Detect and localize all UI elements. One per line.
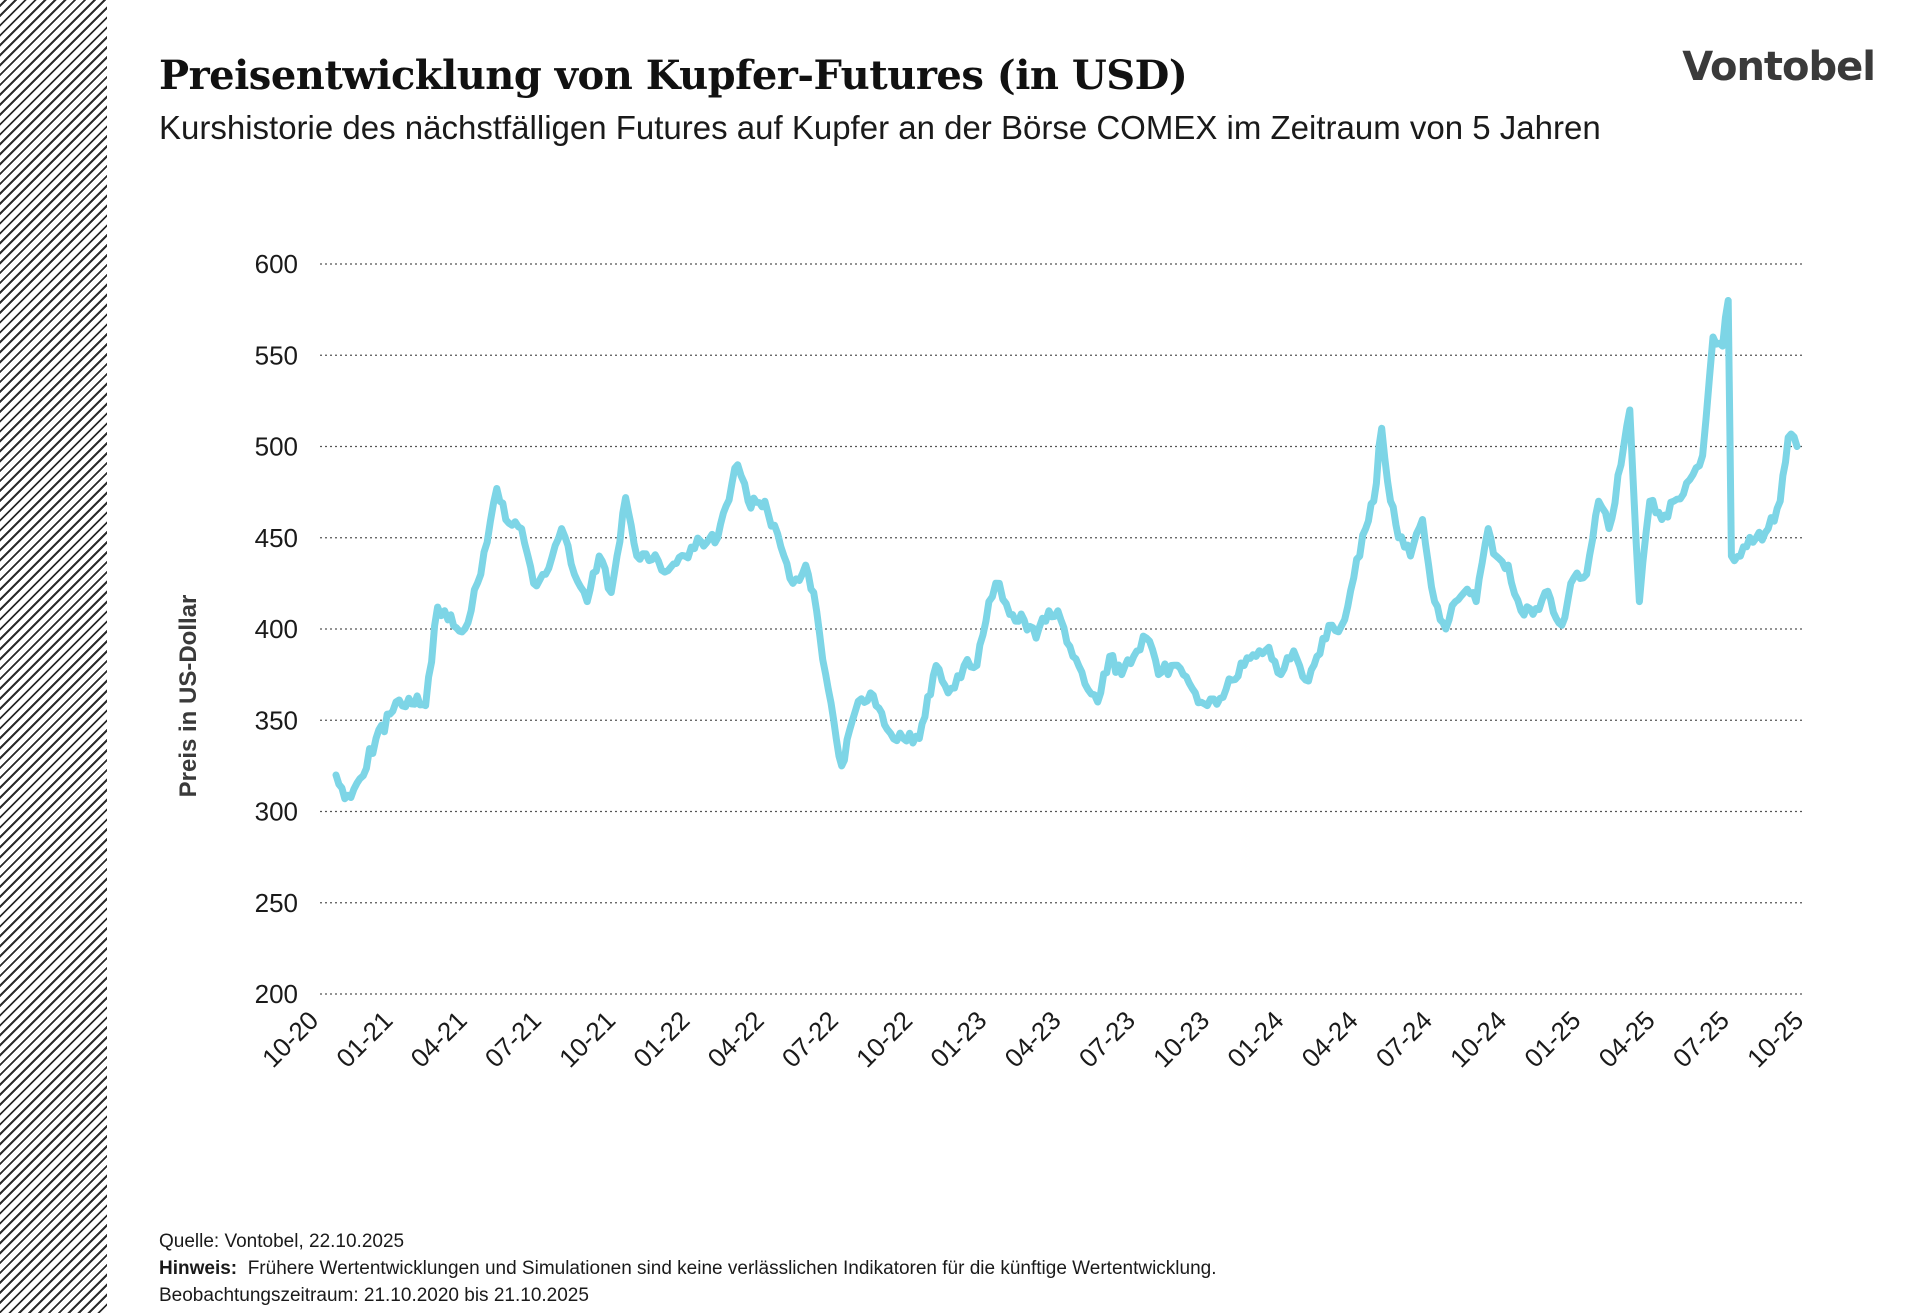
disclaimer-text: Frühere Wertentwicklungen und Simulation… <box>247 1258 1217 1279</box>
y-tick-label: 400 <box>255 614 298 644</box>
x-tick-label: 07-23 <box>1073 1005 1141 1073</box>
x-tick-label: 04-21 <box>405 1005 473 1073</box>
x-tick-label: 01-24 <box>1221 1005 1289 1073</box>
y-tick-label: 200 <box>255 979 298 1009</box>
x-tick-label: 10-24 <box>1444 1005 1512 1073</box>
x-tick-label: 07-21 <box>479 1005 547 1073</box>
source-note: Quelle: Vontobel, 22.10.2025 <box>159 1231 405 1252</box>
x-tick-label: 07-22 <box>776 1005 844 1073</box>
y-tick-label: 350 <box>255 705 298 735</box>
y-tick-label: 250 <box>255 888 298 918</box>
footer: Quelle: Vontobel, 22.10.2025 Hinweis: Fr… <box>159 1228 1217 1309</box>
x-tick-label: 01-22 <box>627 1005 695 1073</box>
chart-subtitle: Kurshistorie des nächstfälligen Futures … <box>159 109 1601 146</box>
x-axis-ticks: 10-20 01-21 04-21 07-21 10-21 01-22 04-22 07-22… <box>256 1005 1809 1073</box>
y-tick-label: 550 <box>255 340 298 370</box>
x-tick-label: 07-24 <box>1370 1005 1438 1073</box>
y-axis-label: Preis in US-Dollar <box>175 595 202 798</box>
disclaimer-label: Hinweis: <box>159 1258 238 1279</box>
x-tick-label: 04-23 <box>999 1005 1067 1073</box>
x-tick-label: 01-25 <box>1518 1005 1586 1073</box>
brand-logo: Vontobel <box>1682 44 1876 90</box>
x-tick-label: 10-23 <box>1147 1005 1215 1073</box>
x-tick-label: 10-20 <box>256 1005 324 1073</box>
observation-period: Beobachtungszeitraum: 21.10.2020 bis 21.… <box>159 1285 589 1306</box>
x-tick-label: 04-25 <box>1593 1005 1661 1073</box>
y-tick-label: 500 <box>255 432 298 462</box>
chart-title: Preisentwicklung von Kupfer-Futures (in … <box>159 52 1188 99</box>
x-tick-label: 07-25 <box>1667 1005 1735 1073</box>
disclaimer-note: Hinweis: Frühere Wertentwicklungen und S… <box>159 1255 1217 1282</box>
copper-price-series-line <box>332 297 1801 803</box>
y-tick-label: 300 <box>255 797 298 827</box>
x-tick-label: 01-23 <box>924 1005 992 1073</box>
x-tick-label: 10-22 <box>850 1005 918 1073</box>
y-tick-label: 450 <box>255 523 298 553</box>
x-tick-label: 04-24 <box>1296 1005 1364 1073</box>
x-tick-label: 01-21 <box>330 1005 398 1073</box>
decorative-stripe-border <box>0 0 107 1313</box>
x-tick-label: 10-25 <box>1741 1005 1809 1073</box>
x-tick-label: 04-22 <box>702 1005 770 1073</box>
y-axis-ticks: 200 250 300 350 400 450 500 550 600 <box>255 249 298 1009</box>
y-tick-label: 600 <box>255 249 298 279</box>
x-tick-label: 10-21 <box>553 1005 621 1073</box>
